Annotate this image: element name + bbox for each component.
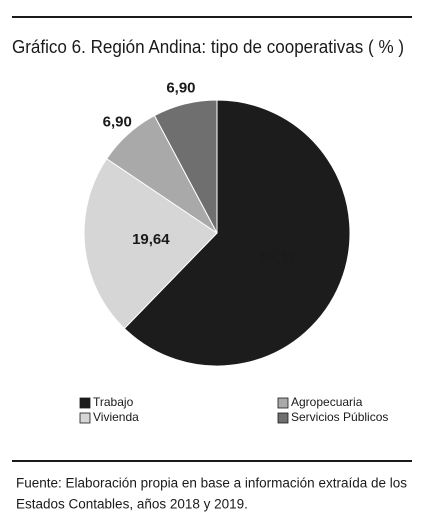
pie-slice [83,158,218,330]
pie-slice [153,99,218,234]
legend-swatch [79,412,91,424]
legend-swatch [277,397,289,409]
data-label: 19,64 [132,231,170,248]
data-label: 55,17 [260,249,298,266]
source-note: Fuente: Elaboración propia en base a inf… [16,476,407,491]
pie-slice [123,99,351,367]
chart-title: Gráfico 6. Región Andina: tipo de cooper… [12,37,404,57]
legend-swatch [79,397,91,409]
legend-label: Vivienda [93,410,139,424]
legend-swatch [277,412,289,424]
legend-label: Servicios Públicos [291,410,388,424]
legend-label: Agropecuaria [291,395,363,409]
source-note: Estados Contables, años 2018 y 2019. [16,497,248,512]
legend-label: Trabajo [93,395,134,409]
data-label: 6,90 [166,79,195,96]
data-label: 6,90 [103,113,132,130]
